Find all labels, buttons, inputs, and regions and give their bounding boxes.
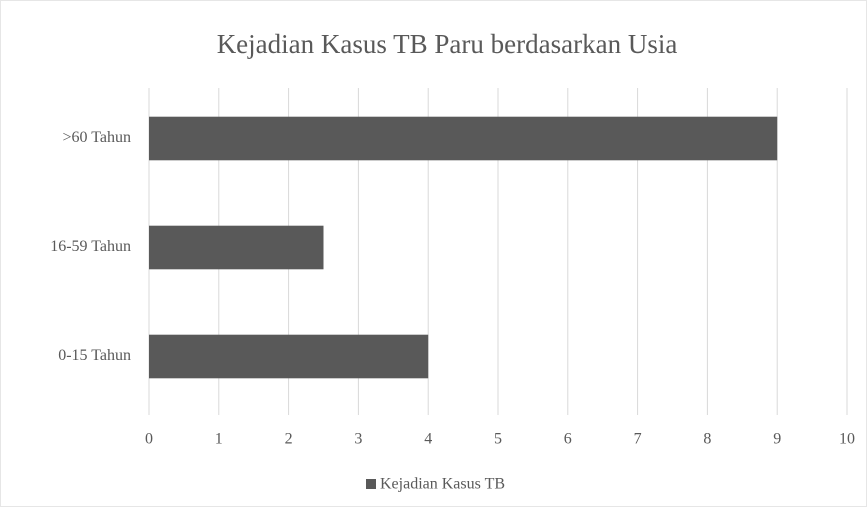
x-tick-label: 10 [839,431,855,448]
y-tick-label: >60 Tahun [63,129,132,146]
x-tick-label: 2 [285,431,293,448]
x-tick-label: 1 [215,431,223,448]
x-tick-label: 5 [494,431,502,448]
y-tick-label: 16-59 Tahun [50,238,131,255]
x-tick-label: 7 [634,431,642,448]
x-tick-label: 0 [145,431,153,448]
legend-swatch [366,479,376,489]
x-tick-label: 9 [773,431,781,448]
legend-label: Kejadian Kasus TB [380,476,505,493]
bar [149,334,429,379]
y-tick-label: 0-15 Tahun [58,347,131,364]
bar [149,116,778,161]
x-tick-label: 3 [354,431,362,448]
x-tick-label: 4 [424,431,432,448]
bar [149,225,324,270]
x-tick-label: 6 [564,431,572,448]
chart-title: Kejadian Kasus TB Paru berdasarkan Usia [217,29,678,59]
x-tick-label: 8 [703,431,711,448]
